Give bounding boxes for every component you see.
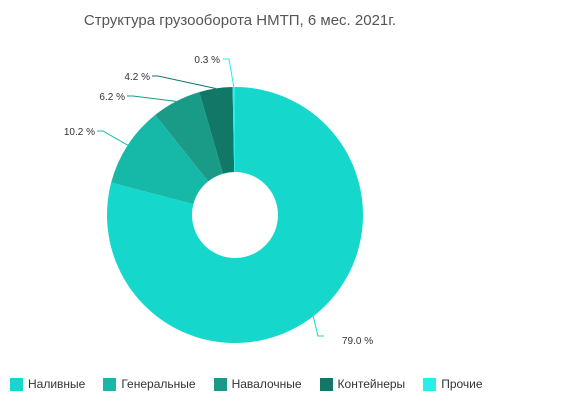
legend-swatch: [319, 377, 333, 391]
leader-line-2: [97, 130, 128, 146]
leader-lines: [97, 58, 324, 337]
legend-swatch: [10, 377, 23, 391]
legend-label: Контейнеры: [337, 377, 406, 391]
leader-line-3: [127, 95, 177, 102]
slice-4: [199, 87, 235, 174]
slices: [107, 87, 364, 344]
leader-line-5: [223, 58, 235, 88]
slice-label-2: 10.2 %: [64, 127, 95, 138]
legend-swatch: [103, 377, 117, 391]
legend-label: Навалочные: [231, 377, 302, 391]
legend-item-3[interactable]: Навалочные: [213, 377, 302, 391]
slice-label-5: 0.3 %: [194, 55, 220, 66]
chart-title: Структура грузооборота НМТП, 6 мес. 2021…: [83, 12, 397, 29]
legend-swatch: [423, 377, 437, 391]
legend-item-1[interactable]: Наливные: [10, 377, 85, 391]
slice-label-3: 6.2 %: [99, 92, 125, 103]
slice-label-1: 79.0 %: [342, 336, 373, 347]
legend-swatch: [213, 377, 227, 391]
legend-item-4[interactable]: Контейнеры: [319, 377, 406, 391]
slice-3: [155, 92, 223, 182]
slice-1: [107, 87, 364, 344]
legend: Наливные Генеральные Навалочные Контейнеры П…: [10, 375, 501, 393]
legend-label: Прочие: [441, 377, 483, 391]
legend-label: Генеральные: [121, 377, 196, 391]
legend-label: Наливные: [28, 377, 86, 391]
slice-2: [111, 114, 209, 205]
leader-line-1: [312, 316, 324, 337]
slice-5: [232, 87, 235, 173]
slice-labels: 79.0 % 10.2 % 6.2 % 4.2 % 0.3 %: [64, 55, 373, 347]
slice-label-4: 4.2 %: [124, 72, 150, 83]
leader-line-4: [152, 75, 216, 89]
legend-item-5[interactable]: Прочие: [423, 377, 483, 391]
legend-item-2[interactable]: Генеральные: [103, 377, 196, 391]
